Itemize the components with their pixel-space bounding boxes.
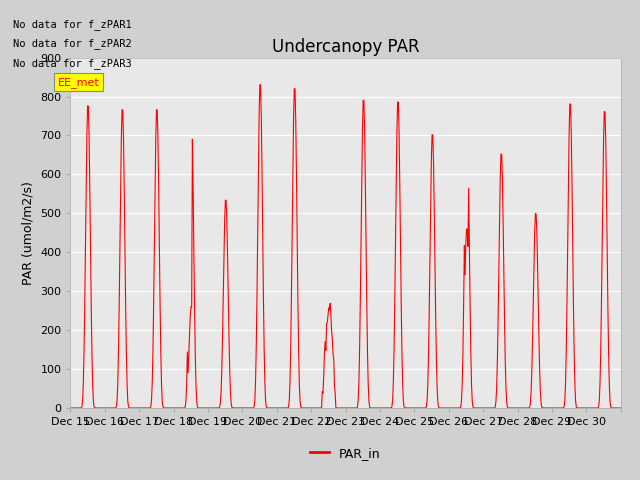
Title: Undercanopy PAR: Undercanopy PAR bbox=[272, 38, 419, 56]
Y-axis label: PAR (umol/m2/s): PAR (umol/m2/s) bbox=[22, 181, 35, 285]
Text: No data for f_zPAR1: No data for f_zPAR1 bbox=[13, 19, 132, 30]
Text: No data for f_zPAR2: No data for f_zPAR2 bbox=[13, 38, 132, 49]
Text: No data for f_zPAR3: No data for f_zPAR3 bbox=[13, 58, 132, 69]
Legend: PAR_in: PAR_in bbox=[305, 442, 386, 465]
Text: EE_met: EE_met bbox=[58, 77, 99, 88]
